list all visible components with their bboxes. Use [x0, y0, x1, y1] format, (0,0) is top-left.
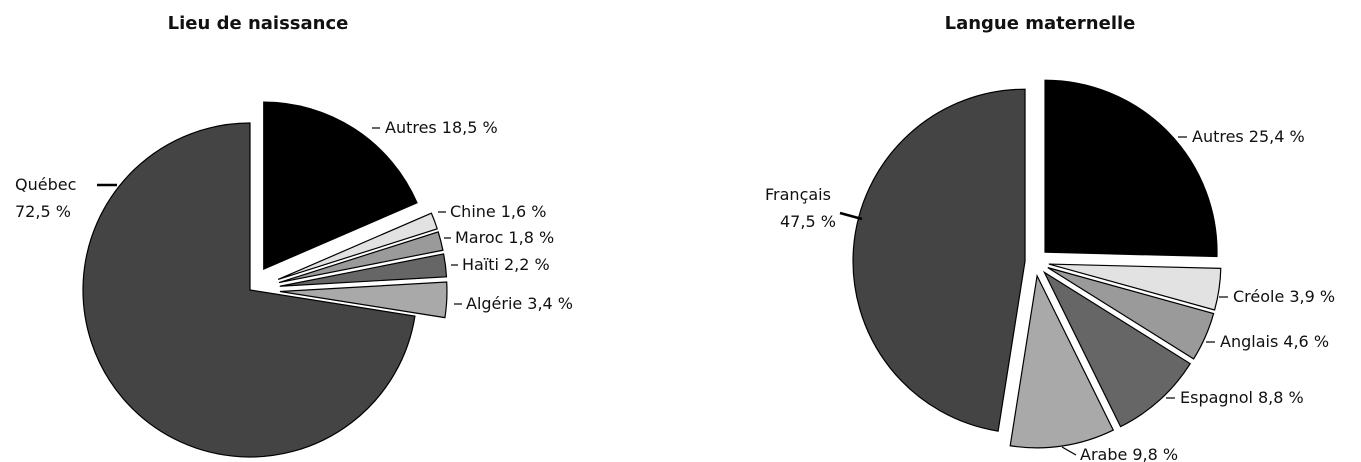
slice-category: Créole — [1233, 287, 1284, 306]
slice-label: Autres 18,5 % — [385, 118, 498, 137]
slice-label: Espagnol 8,8 % — [1180, 388, 1304, 407]
slice-label: Arabe 9,8 % — [1080, 445, 1178, 462]
slice-category: Haïti — [462, 255, 499, 274]
slice-value: 2,2 % — [504, 255, 550, 274]
pie-slice — [1047, 267, 1215, 360]
chart-title: Lieu de naissance — [168, 13, 349, 34]
slice-category: Autres — [1192, 127, 1244, 146]
pie-slice — [852, 88, 1026, 432]
slice-label: Français 47,5 % — [765, 185, 836, 231]
pie-slice — [1042, 270, 1192, 428]
slice-value: 4,6 % — [1283, 332, 1329, 351]
slice-category: Français — [765, 185, 831, 204]
pie-slice — [279, 253, 448, 287]
pie-slice — [82, 122, 416, 458]
slice-value: 25,4 % — [1249, 127, 1305, 146]
pie-slice — [1044, 79, 1218, 258]
slice-value: 18,5 % — [442, 118, 498, 137]
slice-value: 8,8 % — [1258, 388, 1304, 407]
slice-category: Arabe — [1080, 445, 1127, 462]
slice-label: Québec 72,5 % — [15, 175, 76, 221]
pie-slice — [1009, 273, 1115, 449]
slice-value: 72,5 % — [15, 202, 71, 221]
slice-label: Maroc 1,8 % — [455, 228, 554, 247]
slice-value: 47,5 % — [780, 212, 836, 231]
pie-slice — [263, 101, 418, 271]
slice-category: Anglais — [1220, 332, 1278, 351]
slice-value: 1,8 % — [508, 228, 554, 247]
pie-slice — [1048, 263, 1222, 311]
leader-line — [1061, 446, 1077, 456]
leader-line — [839, 211, 863, 221]
pie-slice — [279, 281, 448, 319]
slice-value: 9,8 % — [1132, 445, 1178, 462]
slice-category: Autres — [385, 118, 437, 137]
slice-category: Maroc — [455, 228, 503, 247]
chart-title: Langue maternelle — [945, 13, 1136, 34]
slice-category: Espagnol — [1180, 388, 1253, 407]
slice-category: Algérie — [466, 294, 522, 313]
slice-value: 1,6 % — [501, 202, 547, 221]
slice-category: Chine — [450, 202, 496, 221]
slice-label: Créole 3,9 % — [1233, 287, 1335, 306]
slice-category: Québec — [15, 175, 76, 194]
pie-slice — [278, 231, 444, 284]
slice-value: 3,9 % — [1289, 287, 1335, 306]
slice-label: Algérie 3,4 % — [466, 294, 573, 313]
slice-label: Chine 1,6 % — [450, 202, 546, 221]
pie-slice — [277, 212, 438, 281]
slice-label: Anglais 4,6 % — [1220, 332, 1329, 351]
slice-value: 3,4 % — [527, 294, 573, 313]
slice-label: Autres 25,4 % — [1192, 127, 1305, 146]
slice-label: Haïti 2,2 % — [462, 255, 550, 274]
